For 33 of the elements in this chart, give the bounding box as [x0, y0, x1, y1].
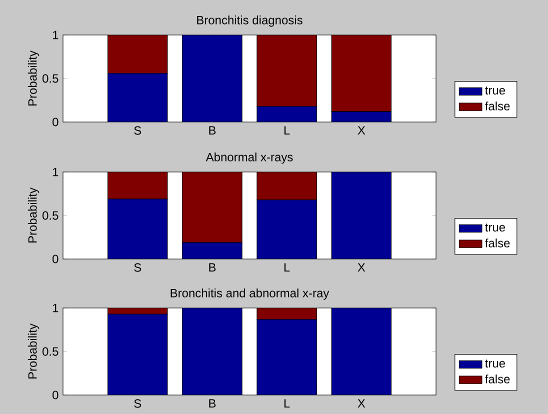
- legend-label: true: [485, 86, 506, 95]
- y-axis-title: Probability: [28, 50, 40, 106]
- y-tick-label: 0: [52, 390, 58, 400]
- y-tick-label: 0.5: [42, 347, 58, 356]
- legend-label: false: [485, 374, 510, 384]
- legend-label: true: [485, 360, 506, 368]
- chart-title: Bronchitis diagnosis: [197, 16, 302, 27]
- x-tick-label: B: [209, 263, 216, 272]
- x-tick-label: X: [358, 126, 366, 135]
- y-tick-label: 1: [52, 168, 58, 176]
- y-tick-label: 0: [52, 118, 58, 126]
- x-tick-label: B: [209, 126, 216, 135]
- y-tick-label: 0.5: [42, 211, 58, 220]
- x-tick-label: X: [358, 399, 366, 408]
- y-tick-label: 0: [52, 254, 58, 264]
- x-tick-label: L: [284, 399, 290, 408]
- y-axis-title: Probability: [28, 188, 40, 243]
- y-tick-label: 1: [52, 30, 58, 40]
- x-tick-label: S: [134, 399, 142, 408]
- x-tick-label: L: [284, 263, 290, 272]
- x-tick-label: B: [209, 399, 216, 408]
- x-tick-label: L: [284, 126, 290, 135]
- y-axis-title: Probability: [28, 324, 40, 379]
- legend-label: false: [485, 238, 510, 248]
- y-tick-label: 0.5: [42, 74, 58, 83]
- x-tick-label: S: [134, 126, 142, 135]
- x-tick-label: X: [358, 263, 366, 272]
- chart-title: Abnormal x-rays: [206, 152, 293, 164]
- legend-label: false: [485, 102, 510, 110]
- chart-title: Bronchitis and abnormal x-ray: [170, 288, 330, 300]
- y-tick-label: 1: [52, 304, 58, 312]
- legend-label: true: [485, 224, 506, 232]
- x-tick-label: S: [134, 263, 142, 272]
